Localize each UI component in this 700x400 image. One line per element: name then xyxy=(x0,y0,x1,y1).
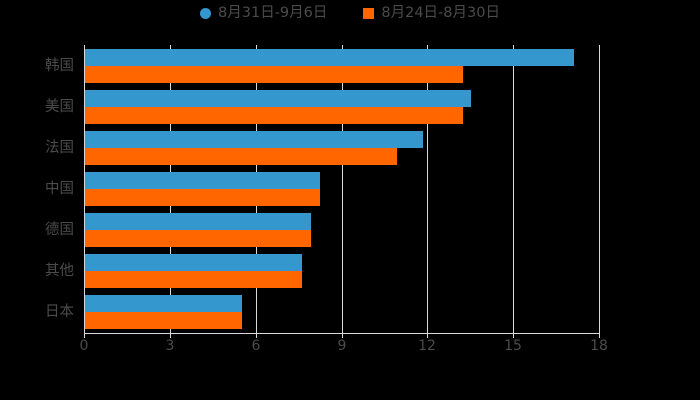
x-axis-tick xyxy=(513,333,514,338)
x-axis-tick-label: 9 xyxy=(337,338,347,354)
x-axis-tick xyxy=(256,333,257,338)
legend-item[interactable]: 8月24日-8月30日 xyxy=(363,6,500,21)
bar[interactable] xyxy=(85,213,311,230)
y-axis-category-label: 法国 xyxy=(45,139,74,156)
bar[interactable] xyxy=(85,230,311,247)
y-axis-category-label: 美国 xyxy=(45,98,74,115)
x-axis-tick-label: 15 xyxy=(504,338,522,354)
x-axis-tick xyxy=(599,333,600,338)
y-axis-category-labels: 韩国美国法国中国德国其他日本 xyxy=(0,45,74,333)
bar[interactable] xyxy=(85,295,242,312)
x-axis-tick-label: 6 xyxy=(251,338,261,354)
legend-item-label: 8月24日-8月30日 xyxy=(381,5,500,21)
bar[interactable] xyxy=(85,254,302,271)
x-axis-tick-label: 3 xyxy=(165,338,175,354)
y-axis-category-label: 中国 xyxy=(45,180,74,197)
bar[interactable] xyxy=(85,148,397,165)
gridline xyxy=(342,45,343,333)
bar[interactable] xyxy=(85,90,471,107)
x-axis-tick xyxy=(427,333,428,338)
y-axis-category-label: 其他 xyxy=(45,263,74,280)
x-axis-tick-label: 18 xyxy=(590,338,608,354)
x-axis-tick xyxy=(342,333,343,338)
x-axis-tick xyxy=(84,333,85,338)
y-axis-category-label: 日本 xyxy=(45,304,74,321)
legend-circle-icon xyxy=(200,7,212,19)
y-axis-category-label: 德国 xyxy=(45,221,74,238)
y-axis-category-label: 韩国 xyxy=(45,57,74,74)
legend-item[interactable]: 8月31日-9月6日 xyxy=(200,6,327,21)
gridline xyxy=(513,45,514,333)
bar[interactable] xyxy=(85,131,423,148)
bar[interactable] xyxy=(85,49,574,66)
bar[interactable] xyxy=(85,172,320,189)
y-axis-line xyxy=(84,45,85,333)
gridline xyxy=(427,45,428,333)
bar[interactable] xyxy=(85,312,242,329)
x-axis-tick-label: 0 xyxy=(79,338,89,354)
legend-item-label: 8月31日-9月6日 xyxy=(218,5,328,21)
x-axis-tick-label: 12 xyxy=(418,338,436,354)
bar[interactable] xyxy=(85,107,463,124)
x-axis-tick xyxy=(170,333,171,338)
plot-area: 0 3 6 9 12 15 18 xyxy=(80,45,608,353)
bar[interactable] xyxy=(85,66,463,83)
bar[interactable] xyxy=(85,189,320,206)
chart-legend: 8月31日-9月6日 8月24日-8月30日 xyxy=(0,6,700,21)
gridline xyxy=(599,45,600,333)
bar[interactable] xyxy=(85,271,302,288)
legend-square-icon xyxy=(363,7,375,19)
